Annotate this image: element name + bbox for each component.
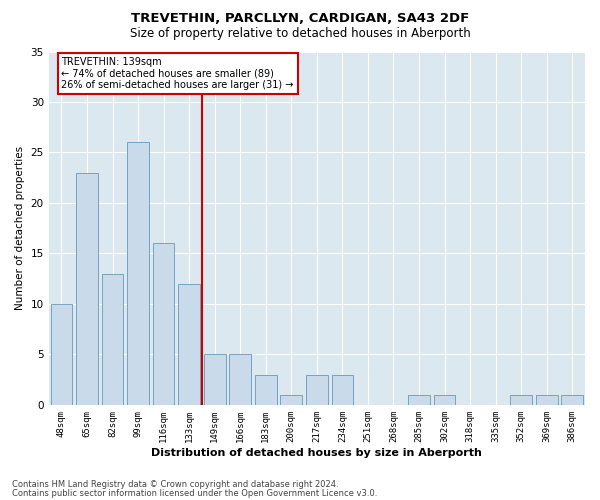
Y-axis label: Number of detached properties: Number of detached properties [15,146,25,310]
Bar [332,374,353,405]
Bar [76,172,98,405]
Bar [127,142,149,405]
Bar [434,394,455,405]
Text: TREVETHIN: 139sqm
← 74% of detached houses are smaller (89)
26% of semi-detached: TREVETHIN: 139sqm ← 74% of detached hous… [61,56,294,90]
Text: TREVETHIN, PARCLLYN, CARDIGAN, SA43 2DF: TREVETHIN, PARCLLYN, CARDIGAN, SA43 2DF [131,12,469,26]
Text: Contains HM Land Registry data © Crown copyright and database right 2024.: Contains HM Land Registry data © Crown c… [12,480,338,489]
Bar [255,374,277,405]
Bar [408,394,430,405]
Bar [510,394,532,405]
Bar [178,284,200,405]
X-axis label: Distribution of detached houses by size in Aberporth: Distribution of detached houses by size … [151,448,482,458]
Bar [153,244,175,405]
Bar [536,394,557,405]
Text: Contains public sector information licensed under the Open Government Licence v3: Contains public sector information licen… [12,489,377,498]
Bar [229,354,251,405]
Text: Size of property relative to detached houses in Aberporth: Size of property relative to detached ho… [130,28,470,40]
Bar [306,374,328,405]
Bar [50,304,72,405]
Bar [204,354,226,405]
Bar [280,394,302,405]
Bar [101,274,124,405]
Bar [562,394,583,405]
